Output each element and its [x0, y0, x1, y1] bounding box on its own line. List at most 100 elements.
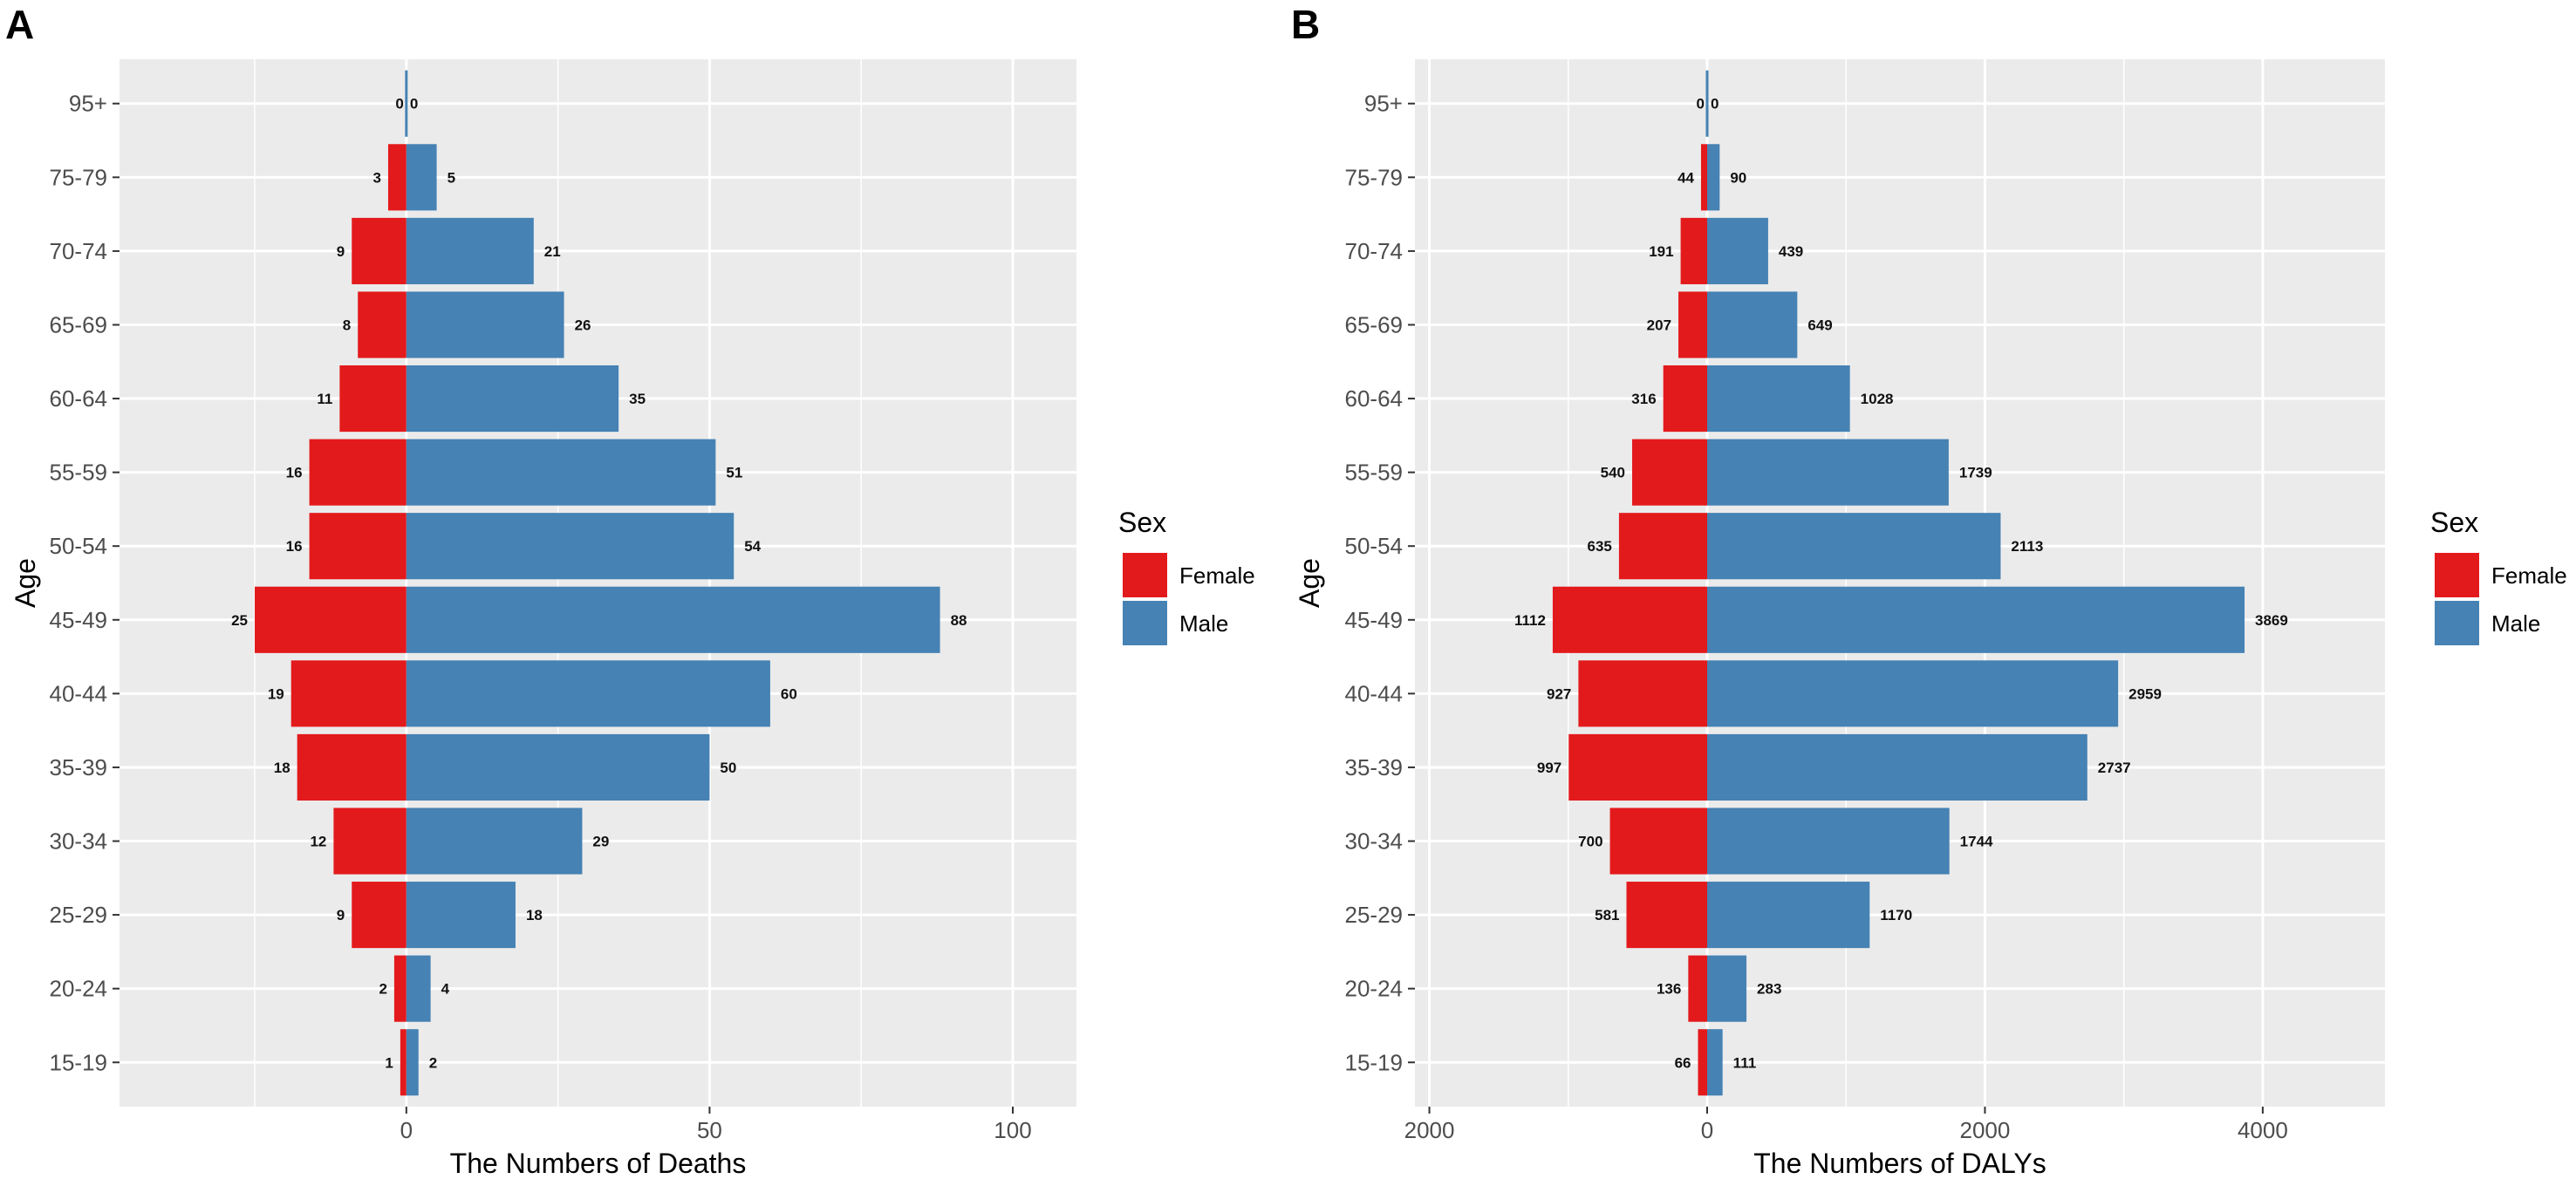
legend-label-male: Male	[2491, 610, 2540, 637]
panel-label: B	[1291, 2, 1320, 47]
y-tick-label: 55-59	[50, 460, 108, 486]
bar-male	[1707, 439, 1949, 506]
bar-female	[1700, 144, 1708, 211]
y-tick-label: 60-64	[50, 385, 108, 412]
data-label-male: 21	[544, 243, 561, 260]
panel-b: B 2000 0 2000 4000 15-19 20-24 25-29 30-34 35-39 4…	[1291, 2, 2567, 1179]
panel-a: A0 50 10015-1920-2425-2930-3435-3940-4445-…	[5, 2, 1255, 1179]
data-label-male: 3869	[2255, 612, 2288, 629]
data-label-male: 50	[720, 760, 736, 776]
data-label-female: 8	[343, 317, 351, 333]
legend-label-male: Male	[1179, 610, 1228, 637]
y-tick-label: 40-44	[1345, 680, 1404, 706]
bar-female	[290, 660, 407, 727]
bar-female	[1552, 586, 1708, 653]
legend-key-male	[1121, 599, 1169, 647]
data-label-female: 191	[1649, 243, 1673, 260]
bar-female	[1632, 439, 1708, 506]
bar-male	[1707, 217, 1768, 284]
bar-female	[309, 439, 407, 506]
data-label-male: 88	[951, 612, 967, 629]
bar-male	[1707, 955, 1747, 1022]
data-label-male: 283	[1757, 981, 1781, 998]
y-tick-label: 75-79	[50, 164, 108, 190]
data-label-female: 136	[1657, 981, 1681, 998]
data-label-female: 11	[317, 391, 332, 407]
bar-female	[393, 955, 407, 1022]
legend-label-female: Female	[2491, 562, 2567, 589]
data-label-male: 439	[1779, 243, 1803, 260]
bar-male	[406, 808, 583, 875]
data-label-female: 25	[231, 612, 248, 629]
legend-key-female	[2433, 551, 2481, 599]
data-label-female: 16	[286, 465, 303, 481]
x-tick-label: 2000	[1960, 1117, 2011, 1143]
x-axis-title: The Numbers of Deaths	[450, 1148, 747, 1179]
y-tick-label: 30-34	[50, 828, 108, 855]
bar-female	[387, 144, 407, 211]
x-tick-label: 100	[994, 1117, 1031, 1143]
data-label-male: 2959	[2128, 685, 2162, 702]
bar-male	[406, 291, 564, 358]
legend-label-female: Female	[1179, 562, 1255, 589]
data-label-male: 54	[744, 538, 761, 555]
data-label-female: 581	[1595, 907, 1619, 923]
y-tick-label: 65-69	[1345, 311, 1404, 337]
y-tick-label: 40-44	[50, 680, 108, 706]
bar-male	[406, 882, 516, 949]
data-label-male: 35	[629, 391, 646, 407]
legend-key-female	[1121, 551, 1169, 599]
data-label-male: 111	[1733, 1054, 1757, 1071]
data-label-male: 29	[592, 834, 609, 850]
data-label-male: 1170	[1880, 907, 1912, 923]
bar-male	[406, 513, 735, 580]
bar-male	[406, 1029, 419, 1096]
data-label-male: 5	[448, 169, 455, 186]
data-label-male: 1744	[1960, 834, 1993, 850]
bar-female	[1609, 808, 1708, 875]
y-tick-label: 20-24	[50, 976, 108, 1002]
y-axis-title: Age	[10, 558, 41, 608]
y-tick-label: 45-49	[50, 607, 108, 633]
y-tick-label: 60-64	[1345, 385, 1404, 412]
bar-male	[405, 70, 408, 137]
data-label-male: 26	[575, 317, 591, 333]
y-tick-label: 35-39	[1345, 754, 1404, 780]
y-tick-label: 35-39	[50, 754, 108, 780]
bar-female	[1626, 882, 1708, 949]
y-tick-label: 25-29	[1345, 902, 1404, 928]
data-label-female: 66	[1675, 1054, 1691, 1071]
x-tick-label: 0	[1701, 1117, 1713, 1143]
data-label-female: 19	[268, 685, 284, 702]
y-tick-label: 15-19	[50, 1049, 108, 1075]
data-label-male: 0	[1711, 96, 1718, 112]
bar-female	[1568, 733, 1708, 801]
data-label-male: 1739	[1959, 465, 1992, 481]
data-label-male: 0	[410, 96, 418, 112]
bar-female	[352, 882, 407, 949]
bar-male	[406, 660, 770, 727]
bar-male	[1707, 586, 2245, 653]
bar-male	[406, 955, 431, 1022]
bar-female	[1698, 1029, 1708, 1096]
data-label-female: 0	[395, 96, 403, 112]
y-tick-label: 25-29	[50, 902, 108, 928]
data-label-female: 9	[337, 907, 345, 923]
bar-male	[1707, 144, 1720, 211]
bar-male	[406, 144, 437, 211]
data-label-female: 18	[274, 760, 290, 776]
legend-title: Sex	[2430, 507, 2478, 538]
data-label-male: 2113	[2011, 538, 2043, 555]
bar-female	[1680, 217, 1708, 284]
data-label-female: 44	[1677, 169, 1694, 186]
data-label-male: 4	[441, 981, 450, 998]
bar-female	[1678, 291, 1708, 358]
y-tick-label: 75-79	[1345, 164, 1404, 190]
bar-female	[309, 513, 407, 580]
data-label-female: 997	[1537, 760, 1561, 776]
data-label-female: 9	[337, 243, 345, 260]
y-tick-label: 70-74	[50, 238, 108, 264]
bar-male	[406, 365, 619, 433]
x-tick-label: 50	[697, 1117, 722, 1143]
x-tick-label: 2000	[1404, 1117, 1455, 1143]
